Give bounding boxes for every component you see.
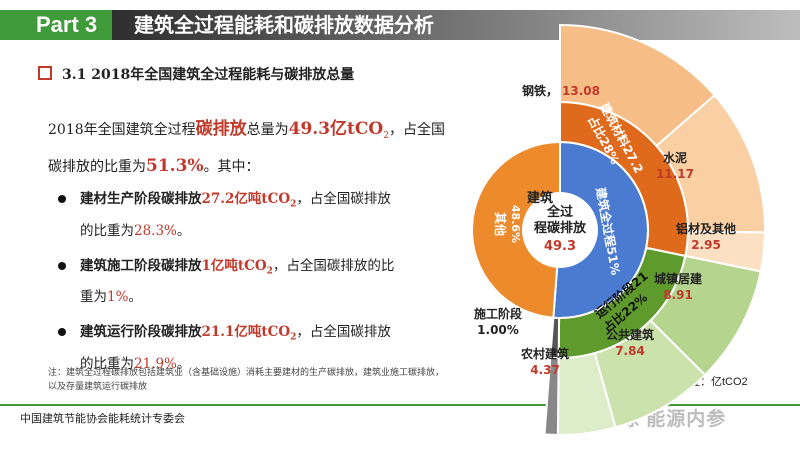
bullet-dot-icon bbox=[58, 195, 66, 203]
outer-label-value: 4.37 bbox=[530, 363, 560, 377]
bullet-text: ，占全国碳排放的比 bbox=[272, 257, 395, 274]
bullet-dot-icon bbox=[58, 261, 66, 270]
center-disc bbox=[522, 192, 598, 268]
bullet-end: 。 bbox=[176, 222, 191, 239]
bullet-text-2: 的比重为 bbox=[80, 356, 134, 373]
intro-text-5: 。其中： bbox=[203, 158, 260, 175]
bullet-share: 21.9% bbox=[134, 356, 177, 373]
intro-total: 49.3亿tCO bbox=[288, 119, 384, 139]
outer-label-name: 铝材及其他 bbox=[676, 221, 736, 236]
bullet-sub: 2 bbox=[290, 333, 297, 344]
intro-paragraph: 2018年全国建筑全过程碳排放总量为49.3亿tCO2，占全国 碳排放的比重为5… bbox=[48, 114, 448, 182]
list-item: 建筑施工阶段碳排放1亿吨tCO2，占全国碳排放的比 重为1%。 bbox=[48, 253, 458, 311]
bullet-text: ，占全国碳排放 bbox=[296, 324, 391, 341]
bullet-end: 。 bbox=[128, 289, 142, 306]
square-bullet-icon bbox=[38, 66, 52, 80]
bullet-text: ，占全国碳排放 bbox=[296, 191, 391, 207]
bullet-end: 。 bbox=[176, 356, 191, 373]
header-bar: Part 3 建筑全过程能耗和碳排放数据分析 bbox=[0, 0, 800, 50]
intro-text-2: 总量为 bbox=[246, 122, 289, 138]
page-title: 建筑全过程能耗和碳排放数据分析 bbox=[112, 10, 800, 40]
bullet-lead: 建筑施工阶段碳排放 bbox=[80, 257, 202, 274]
bullet-text-2: 重为 bbox=[80, 289, 107, 306]
center-label: 全过 bbox=[546, 204, 573, 220]
intro-text-3: ，占全国 bbox=[388, 122, 445, 138]
bullet-sub: 2 bbox=[290, 199, 297, 210]
bullet-lead: 建筑运行阶段碳排放 bbox=[80, 324, 202, 341]
bullet-dot-icon bbox=[58, 328, 66, 337]
outer-label-name: 农村建筑 bbox=[520, 346, 569, 361]
outer-label-name: 公共建筑 bbox=[606, 327, 654, 342]
outer-label-name: 钢铁， bbox=[522, 83, 558, 98]
footer-source: 中国建筑节能协会能耗统计专委会 bbox=[20, 413, 185, 425]
section-title: 3.1 2018年全国建筑全过程能耗与碳排放总量 bbox=[62, 67, 355, 83]
bullet-list: 建材生产阶段碳排放27.2亿吨tCO2，占全国碳排放 的比重为28.3%。 建筑… bbox=[48, 186, 458, 386]
outer-label-value: 7.84 bbox=[615, 344, 645, 358]
bullet-text-2: 的比重为 bbox=[80, 222, 134, 239]
bullet-value: 1亿吨tCO bbox=[201, 257, 267, 274]
bullet-value: 21.1亿吨tCO bbox=[201, 324, 291, 341]
intro-text-1: 2018年全国建筑全过程 bbox=[48, 122, 196, 138]
bullet-sub: 2 bbox=[266, 266, 273, 277]
intro-total-sub: 2 bbox=[383, 130, 389, 141]
list-item: 建材生产阶段碳排放27.2亿吨tCO2，占全国碳排放 的比重为28.3%。 bbox=[48, 186, 458, 244]
outer-segment-6 bbox=[543, 356, 560, 436]
outer-label-value: 2.95 bbox=[691, 238, 721, 252]
bullet-share: 28.3% bbox=[134, 222, 177, 239]
outer-label-value: 13.08 bbox=[562, 84, 600, 98]
center-value: 49.3 bbox=[544, 239, 576, 254]
outer-label-name: 施工阶段 bbox=[474, 306, 523, 321]
center-label: 建筑 bbox=[527, 190, 553, 206]
part-label: Part 3 bbox=[0, 10, 112, 40]
outer-label-value: 1.00% bbox=[477, 323, 519, 337]
inner-label-other: 其他 bbox=[493, 212, 508, 236]
inner-label-other-pct: 48.6% bbox=[509, 205, 522, 243]
outer-label-name: 水泥 bbox=[663, 150, 687, 165]
intro-text-4: 碳排放的比重为 bbox=[48, 158, 146, 175]
inner-segment-other bbox=[471, 140, 561, 319]
outer-label-value: 8.91 bbox=[663, 288, 693, 302]
footnote: 注：建筑全过程碳排放包括建筑业（含基础设施）消耗主要建材的生产碳排放，建筑业施工… bbox=[48, 368, 445, 392]
bullet-value: 27.2亿吨tCO bbox=[201, 191, 291, 207]
list-item: 建筑运行阶段碳排放21.1亿吨tCO2，占全国碳排放 的比重为21.9%。 bbox=[48, 319, 458, 377]
footer-divider bbox=[0, 404, 800, 406]
center-label: 程碳排放 bbox=[534, 220, 587, 236]
bullet-share: 1% bbox=[107, 289, 129, 306]
bullet-lead: 建材生产阶段碳排放 bbox=[80, 191, 202, 207]
intro-keyword: 碳排放 bbox=[195, 119, 247, 139]
section-heading: 3.1 2018年全国建筑全过程能耗与碳排放总量 bbox=[38, 64, 354, 84]
outer-label-name: 城镇居建 bbox=[654, 271, 703, 286]
outer-label-value: 11.17 bbox=[656, 167, 694, 181]
intro-share: 51.3% bbox=[146, 155, 204, 176]
